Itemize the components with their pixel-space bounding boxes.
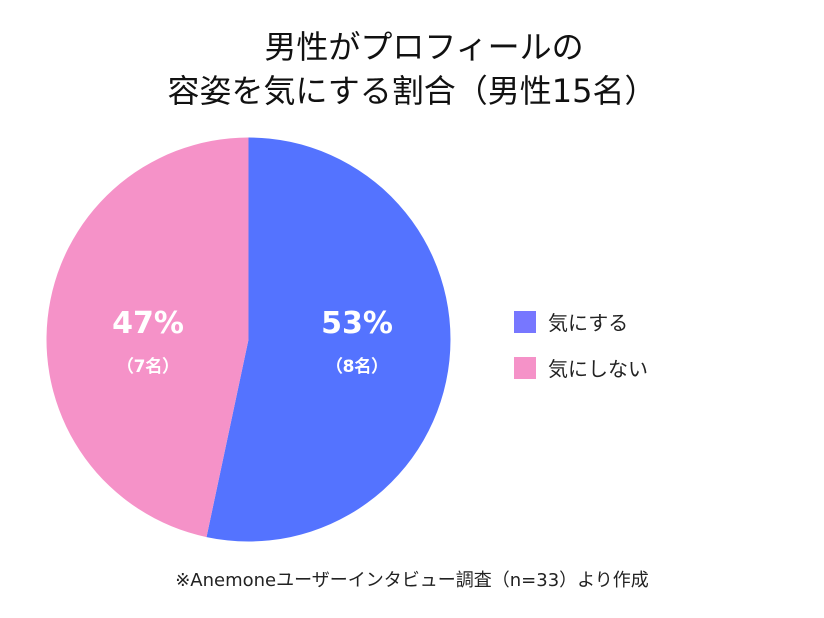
slice-count-not-care: （7名） [116,357,180,377]
legend-swatch-not-care [514,356,536,379]
slice-count-care: （8名） [325,357,389,377]
pie-slice-not-care [46,137,249,538]
pie-slice-care [206,137,451,542]
chart-title-line1: 男性がプロフィールの [264,28,584,66]
slice-percent-care: 53% [321,306,393,341]
chart-title-line2: 容姿を気にする割合（男性15名） [167,72,657,110]
legend-swatch-care [514,310,536,333]
slice-percent-not-care: 47% [112,306,184,341]
legend-label-care: 気にする [548,311,629,335]
legend-item-not-care: 気にしない [514,353,648,382]
footnote: ※Anemoneユーザーインタビュー調査（n=33）より作成 [175,570,649,591]
legend-item-care: 気にする [514,307,628,336]
legend-label-not-care: 気にしない [548,357,648,381]
